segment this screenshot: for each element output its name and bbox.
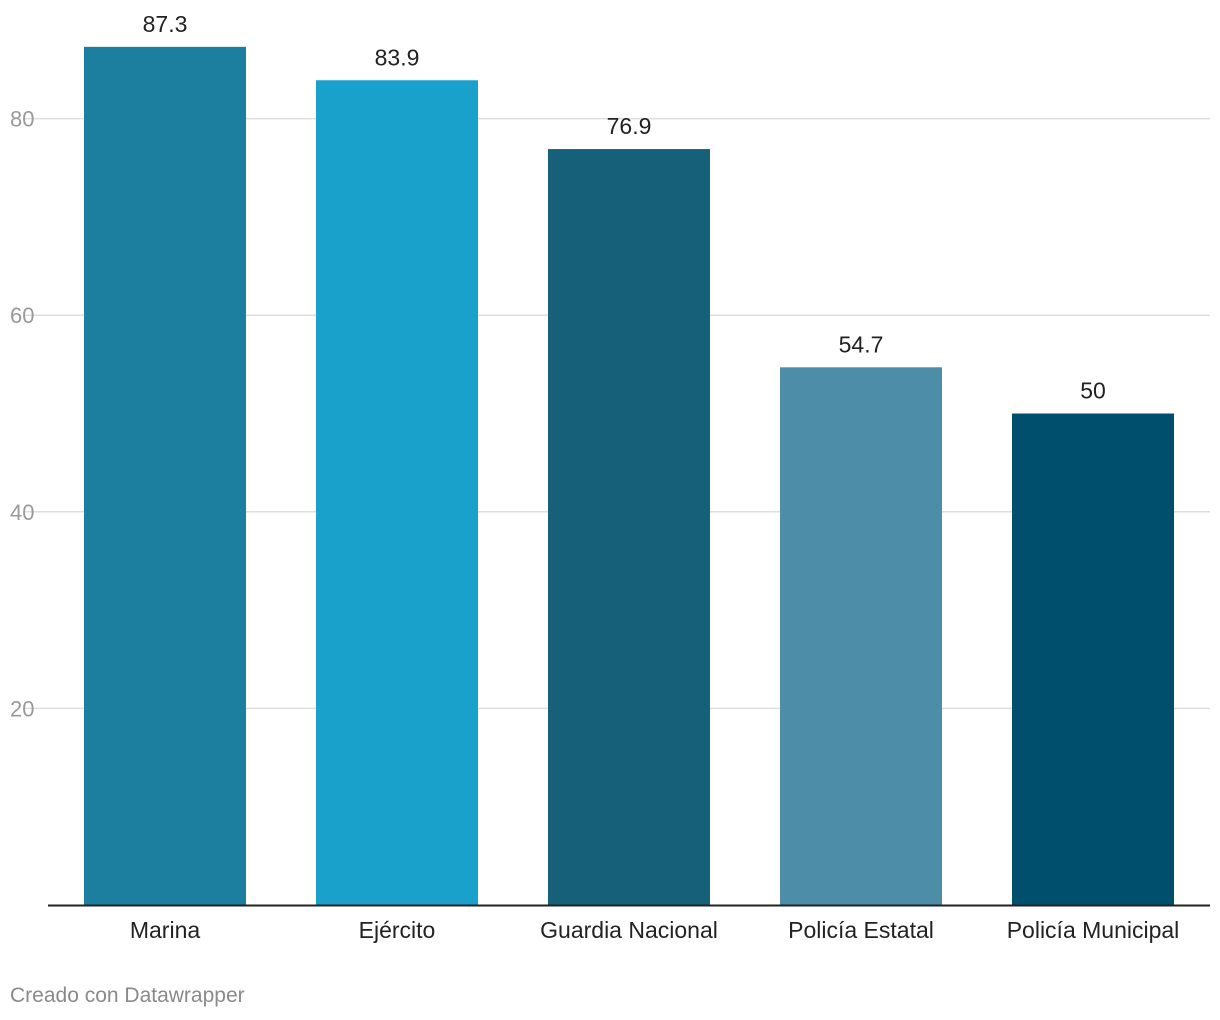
y-tick-label: 20 bbox=[10, 696, 34, 721]
x-tick-label: Ejército bbox=[359, 917, 436, 943]
x-tick-labels: Marina Ejército Guardia Nacional Policía Es… bbox=[130, 917, 1179, 943]
y-tick-label: 80 bbox=[10, 107, 34, 132]
value-labels: 87.3 83.9 76.9 54.7 50 bbox=[143, 11, 1106, 404]
x-tick-label: Policía Municipal bbox=[1007, 917, 1180, 943]
x-tick-label: Marina bbox=[130, 917, 201, 943]
y-tick-label: 60 bbox=[10, 303, 34, 328]
y-tick-label: 40 bbox=[10, 500, 34, 525]
bar-4 bbox=[780, 367, 942, 905]
bar-5 bbox=[1012, 413, 1174, 905]
bar-3 bbox=[548, 149, 710, 905]
value-label: 50 bbox=[1080, 378, 1106, 404]
value-label: 83.9 bbox=[375, 44, 420, 70]
x-tick-label: Guardia Nacional bbox=[540, 917, 718, 943]
bar-1 bbox=[84, 46, 246, 905]
bars bbox=[84, 46, 1174, 905]
value-label: 87.3 bbox=[143, 11, 188, 37]
credit-text: Creado con Datawrapper bbox=[10, 984, 245, 1007]
x-tick-label: Policía Estatal bbox=[788, 917, 934, 943]
value-label: 54.7 bbox=[839, 331, 884, 357]
value-label: 76.9 bbox=[607, 113, 652, 139]
bar-2 bbox=[316, 80, 478, 905]
